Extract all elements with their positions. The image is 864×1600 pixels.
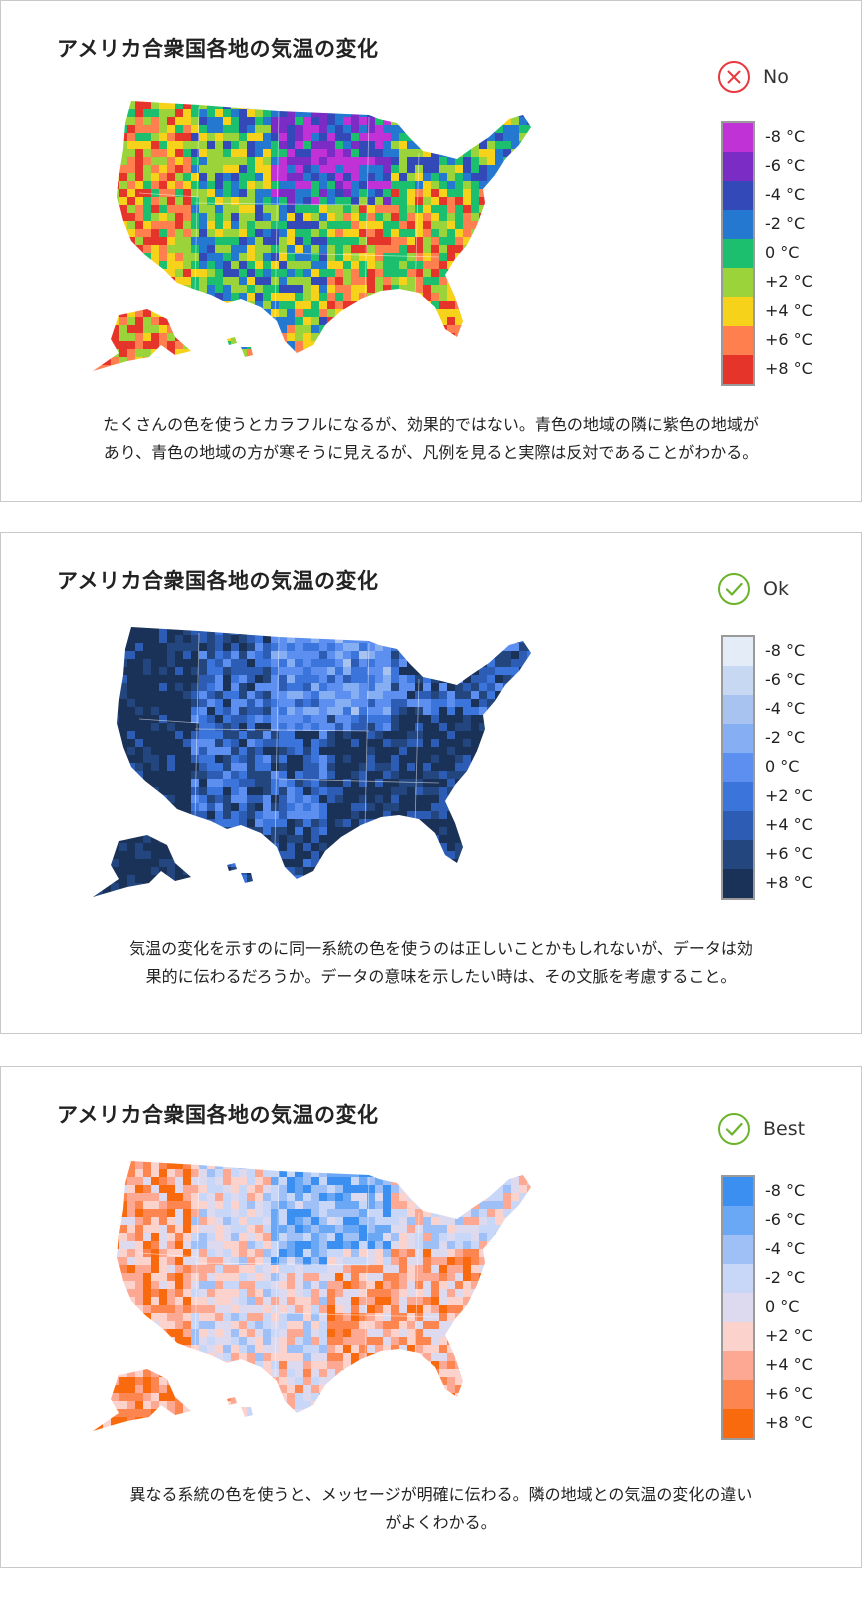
- legend-label: -4 °C: [765, 1239, 806, 1258]
- legend-label: +8 °C: [765, 359, 813, 378]
- example-panel-best: アメリカ合衆国各地の気温の変化 Best -8 °C -6 °C -4 °C -2 °…: [0, 1066, 862, 1568]
- legend-label: -6 °C: [765, 670, 806, 689]
- panel-title: アメリカ合衆国各地の気温の変化: [57, 37, 379, 61]
- check-circle-icon: [718, 1113, 750, 1145]
- legend-swatch: [723, 123, 753, 152]
- legend-label: 0 °C: [765, 1297, 800, 1316]
- legend-swatch: [723, 782, 753, 811]
- legend-swatch: [723, 152, 753, 181]
- legend-swatch: [723, 695, 753, 724]
- check-circle-icon: [718, 573, 750, 605]
- panel-title: アメリカ合衆国各地の気温の変化: [57, 569, 379, 593]
- legend-swatch: [723, 637, 753, 666]
- legend-label: -8 °C: [765, 1181, 806, 1200]
- us-temperature-map: [93, 627, 531, 897]
- legend-swatch: [723, 1293, 753, 1322]
- legend-label: +2 °C: [765, 786, 813, 805]
- legend-swatch: [723, 1380, 753, 1409]
- legend-swatch: [723, 297, 753, 326]
- panel-caption: 気温の変化を示すのに同一系統の色を使うのは正しいことかもしれないが、データは効 …: [61, 935, 821, 991]
- county-cells: [93, 101, 531, 371]
- legend-label: +2 °C: [765, 1326, 813, 1345]
- legend-label: +8 °C: [765, 1413, 813, 1432]
- legend-label: -2 °C: [765, 214, 806, 233]
- caption-line: 果的に伝わるだろうか。データの意味を示したい時は、その文脈を考慮すること。: [145, 967, 737, 986]
- verdict-badge: No: [717, 57, 789, 97]
- legend-label: -8 °C: [765, 127, 806, 146]
- legend-swatch: [723, 1235, 753, 1264]
- legend-swatch: [723, 1351, 753, 1380]
- verdict-label: Ok: [763, 578, 789, 600]
- state-borders: [138, 106, 440, 324]
- legend-swatch: [723, 666, 753, 695]
- legend-swatch: [723, 840, 753, 869]
- us-temperature-map: [93, 101, 531, 371]
- legend-label: 0 °C: [765, 757, 800, 776]
- legend-swatch: [723, 869, 753, 898]
- legend-label: +4 °C: [765, 1355, 813, 1374]
- panel-caption: 異なる系統の色を使うと、メッセージが明確に伝わる。隣の地域との気温の変化の違い …: [61, 1481, 821, 1537]
- legend-swatch: [723, 811, 753, 840]
- caption-line: 異なる系統の色を使うと、メッセージが明確に伝わる。隣の地域との気温の変化の違い: [129, 1485, 753, 1504]
- county-cells: [93, 627, 531, 897]
- legend-swatches: [721, 121, 755, 386]
- legend-label: -6 °C: [765, 156, 806, 175]
- legend-swatch: [723, 1409, 753, 1438]
- x-circle-icon: [718, 61, 750, 93]
- legend-swatch: [723, 1322, 753, 1351]
- legend-label: +6 °C: [765, 844, 813, 863]
- caption-line: あり、青色の地域の方が寒そうに見えるが、凡例を見ると実際は反対であることがわかる…: [103, 443, 759, 462]
- legend-swatch: [723, 355, 753, 384]
- legend-swatch: [723, 326, 753, 355]
- caption-line: 気温の変化を示すのに同一系統の色を使うのは正しいことかもしれないが、データは効: [129, 939, 753, 958]
- legend-label: +4 °C: [765, 815, 813, 834]
- legend-swatch: [723, 1264, 753, 1293]
- panel-title: アメリカ合衆国各地の気温の変化: [57, 1103, 379, 1127]
- state-borders: [138, 632, 440, 850]
- legend-swatch: [723, 1177, 753, 1206]
- legend-label: +4 °C: [765, 301, 813, 320]
- legend-label: -2 °C: [765, 1268, 806, 1287]
- legend-swatch: [723, 753, 753, 782]
- caption-line: がよくわかる。: [385, 1513, 497, 1532]
- us-temperature-map: [93, 1161, 531, 1431]
- legend-label: +2 °C: [765, 272, 813, 291]
- example-panel-no: アメリカ合衆国各地の気温の変化 No -8 °C -6 °C -4 °C -2 °C 0…: [0, 0, 862, 502]
- legend-label: +6 °C: [765, 330, 813, 349]
- legend-swatches: [721, 1175, 755, 1440]
- legend-swatch: [723, 181, 753, 210]
- legend-swatch: [723, 239, 753, 268]
- verdict-label: Best: [763, 1118, 806, 1140]
- legend-label: -8 °C: [765, 641, 806, 660]
- legend-swatch: [723, 210, 753, 239]
- legend-label: -4 °C: [765, 185, 806, 204]
- legend-swatch: [723, 724, 753, 753]
- panel-caption: たくさんの色を使うとカラフルになるが、効果的ではない。青色の地域の隣に紫色の地域…: [1, 411, 861, 467]
- legend-label: +6 °C: [765, 1384, 813, 1403]
- verdict-badge: Best: [717, 1109, 805, 1149]
- caption-line: たくさんの色を使うとカラフルになるが、効果的ではない。青色の地域の隣に紫色の地域…: [103, 415, 759, 434]
- legend-swatch: [723, 1206, 753, 1235]
- county-cells: [93, 1161, 531, 1431]
- verdict-label: No: [763, 66, 789, 88]
- state-borders: [138, 1166, 440, 1384]
- legend-label: 0 °C: [765, 243, 800, 262]
- legend-label: +8 °C: [765, 873, 813, 892]
- legend-swatch: [723, 268, 753, 297]
- legend-swatches: [721, 635, 755, 900]
- verdict-badge: Ok: [717, 569, 789, 609]
- legend-label: -6 °C: [765, 1210, 806, 1229]
- legend-label: -2 °C: [765, 728, 806, 747]
- example-panel-ok: アメリカ合衆国各地の気温の変化 Ok -8 °C -6 °C -4 °C -2 °C 0…: [0, 532, 862, 1034]
- legend-label: -4 °C: [765, 699, 806, 718]
